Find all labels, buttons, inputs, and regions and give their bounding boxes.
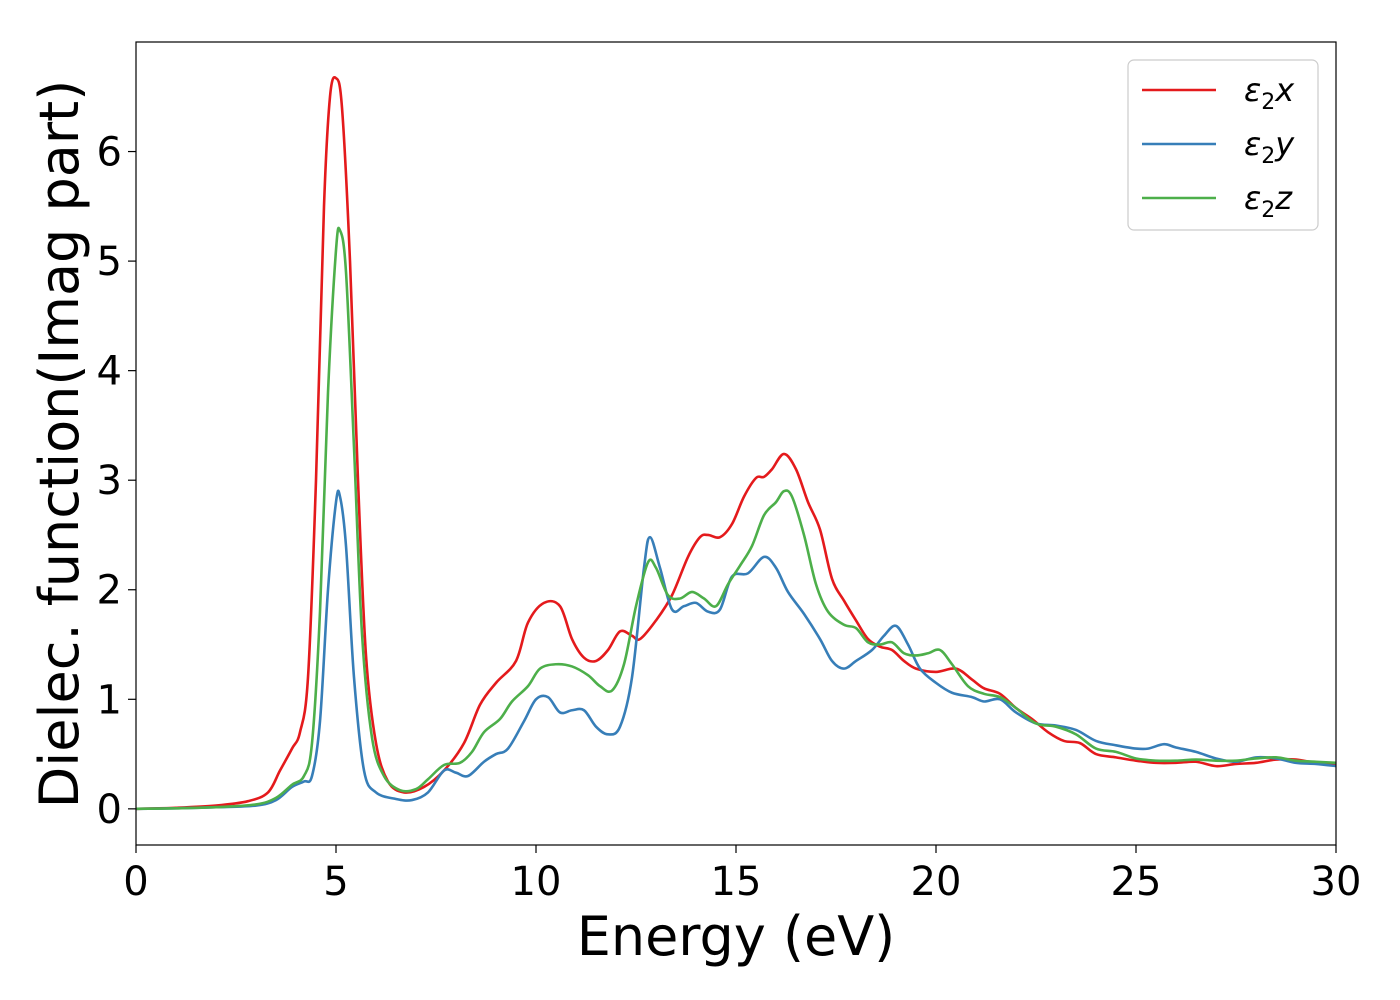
y-tick-label: 1 bbox=[97, 677, 122, 723]
legend: ε2x ε2y ε2z bbox=[1127, 59, 1319, 231]
x-tick-label: 30 bbox=[1311, 859, 1362, 905]
x-tick-label: 10 bbox=[511, 859, 562, 905]
y-tick-label: 0 bbox=[97, 787, 122, 833]
series-line-x bbox=[135, 75, 1337, 811]
series-line-y bbox=[135, 489, 1337, 811]
x-tick-label: 0 bbox=[123, 859, 148, 905]
legend-box bbox=[1127, 59, 1319, 231]
x-tick-label: 20 bbox=[911, 859, 962, 905]
x-axis: 0 5 10 15 20 25 30 bbox=[123, 845, 1361, 905]
x-tick-label: 15 bbox=[711, 859, 762, 905]
x-axis-title: Energy (eV) bbox=[577, 905, 896, 968]
x-tick-label: 25 bbox=[1111, 859, 1162, 905]
legend-label-x: ε2x bbox=[1244, 71, 1295, 115]
x-tick-label: 5 bbox=[323, 859, 348, 905]
y-axis-title: Dielec. function(Imag part) bbox=[28, 80, 91, 809]
y-axis: 0 1 2 3 4 5 6 bbox=[97, 130, 136, 833]
y-tick-label: 2 bbox=[97, 568, 122, 614]
y-tick-label: 6 bbox=[97, 130, 122, 176]
y-tick-label: 4 bbox=[97, 349, 122, 395]
y-tick-label: 5 bbox=[97, 239, 122, 285]
y-tick-label: 3 bbox=[97, 458, 122, 504]
legend-label-y: ε2y bbox=[1244, 125, 1295, 169]
legend-label-z: ε2z bbox=[1244, 179, 1293, 223]
series-line-z bbox=[135, 226, 1337, 811]
series-layer bbox=[135, 75, 1337, 811]
